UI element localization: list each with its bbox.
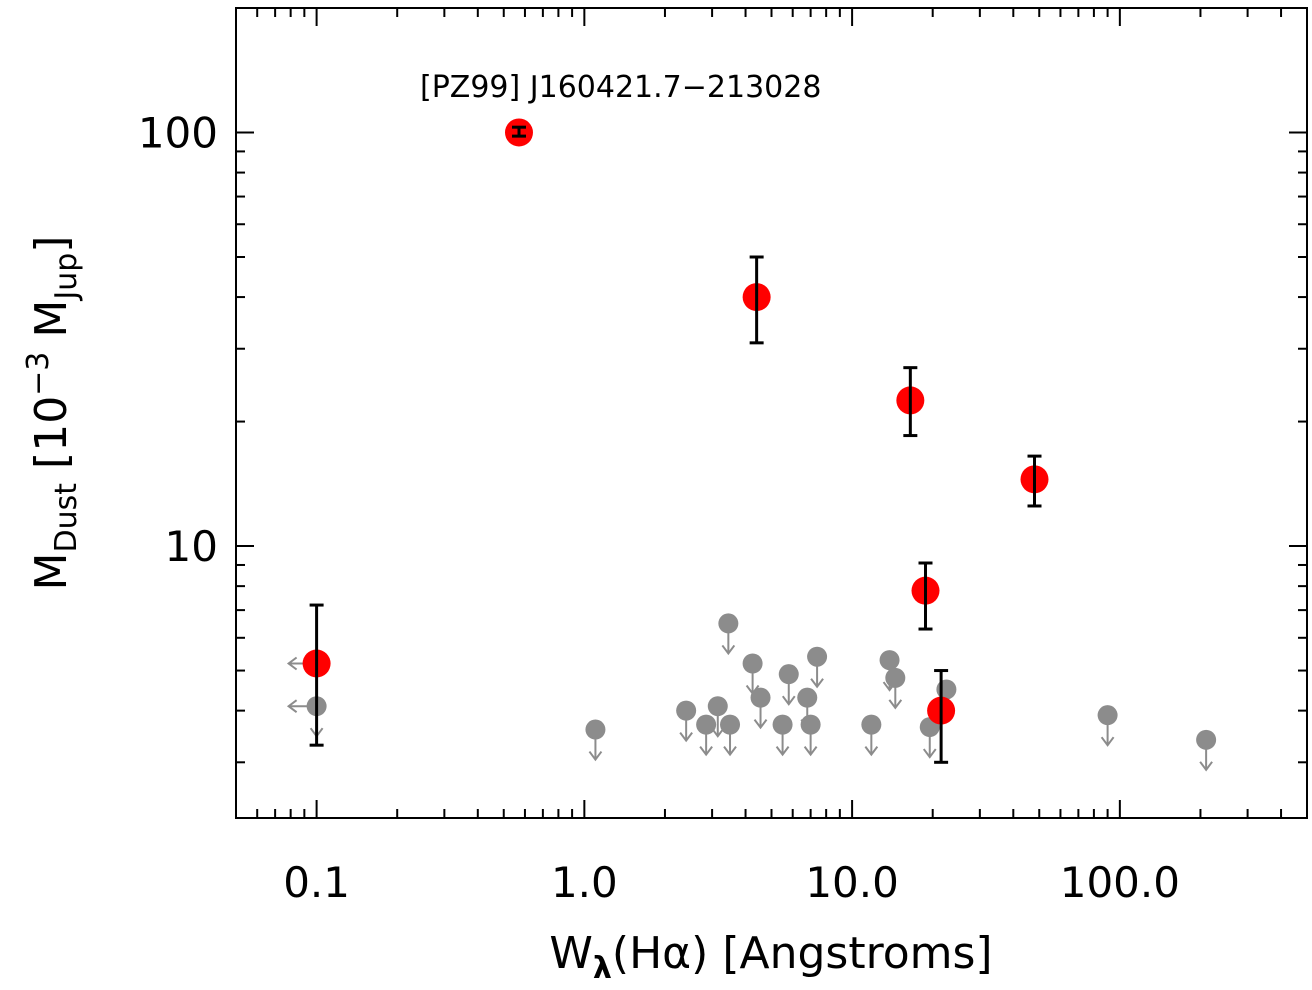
limit-marker (879, 650, 900, 671)
limit-arrowhead (1199, 761, 1213, 772)
limit-marker (885, 667, 906, 688)
detection-point (1020, 454, 1049, 508)
limit-arrowhead (753, 719, 768, 730)
detection-point (742, 255, 771, 345)
limit-marker (800, 714, 821, 735)
limit-arrowhead (286, 699, 298, 713)
limit-arrowhead (1100, 736, 1115, 747)
source-annotation: [PZ99] J160421.7−213028 (420, 70, 821, 105)
limit-marker (585, 719, 606, 740)
limit-arrowhead (723, 746, 737, 757)
limit-marker (742, 653, 763, 674)
detection-point (504, 118, 533, 147)
limit-arrowhead (721, 644, 736, 656)
upper-limit-point (861, 714, 882, 757)
upper-limit-point (676, 700, 697, 743)
x-tick-label: 1.0 (551, 858, 618, 907)
upper-limit-point (778, 664, 799, 706)
upper-limit-point (750, 687, 771, 730)
limit-marker (1097, 705, 1118, 726)
limit-marker (861, 714, 882, 735)
upper-limit-points (286, 613, 1217, 772)
axis-ticks (235, 7, 1308, 818)
limit-arrowhead (922, 748, 937, 759)
limit-marker (718, 613, 739, 634)
limit-marker (778, 664, 799, 685)
limit-marker (707, 696, 728, 717)
detection-point (286, 603, 331, 747)
limit-marker (720, 714, 741, 735)
limit-arrowhead (286, 656, 298, 671)
upper-limit-point (807, 646, 828, 689)
detection-points (286, 118, 1049, 764)
limit-marker (772, 714, 793, 735)
limit-marker (936, 679, 957, 700)
upper-limit-point (718, 613, 739, 656)
limit-arrowhead (781, 695, 796, 706)
limit-arrowhead (803, 746, 818, 757)
limit-marker (807, 646, 828, 667)
upper-limit-point (800, 714, 821, 757)
detection-point (927, 669, 956, 764)
upper-limit-point (1196, 729, 1217, 772)
limit-marker (797, 687, 818, 708)
x-tick-label: 0.1 (283, 858, 350, 907)
y-tick-label: 100 (138, 108, 218, 157)
upper-limit-point (742, 653, 763, 696)
y-axis-title: MDust [10−3 MJup] (21, 236, 84, 591)
limit-marker (1196, 729, 1217, 750)
upper-limit-point (585, 719, 606, 762)
y-tick-label: 10 (165, 522, 218, 571)
detection-point (911, 561, 940, 631)
detection-point (896, 366, 925, 438)
limit-arrowhead (679, 732, 693, 743)
upper-limit-point (885, 667, 906, 710)
tick-labels: 0.1 1.0 10.0 100.0 10 100 (138, 108, 1180, 907)
upper-limit-point (696, 714, 717, 757)
limit-arrowhead (775, 746, 790, 757)
limit-marker (750, 687, 771, 708)
plot-frame (235, 7, 1308, 819)
upper-limit-point (707, 696, 728, 738)
limit-arrowhead (810, 678, 824, 689)
upper-limit-point (772, 714, 793, 757)
limit-marker (676, 700, 697, 721)
limit-arrowhead (710, 727, 725, 738)
upper-limit-point (1097, 705, 1118, 747)
x-tick-label: 100.0 (1060, 858, 1180, 907)
limit-arrowhead (864, 746, 879, 757)
x-tick-label: 10.0 (805, 858, 899, 907)
limit-arrowhead (888, 699, 903, 710)
upper-limit-point (286, 696, 327, 738)
limit-arrowhead (699, 746, 713, 757)
x-axis-title: Wλ(Hα) [Angstroms] (549, 928, 992, 986)
limit-marker (696, 714, 717, 735)
limit-arrowhead (588, 750, 603, 762)
upper-limit-point (720, 714, 741, 757)
